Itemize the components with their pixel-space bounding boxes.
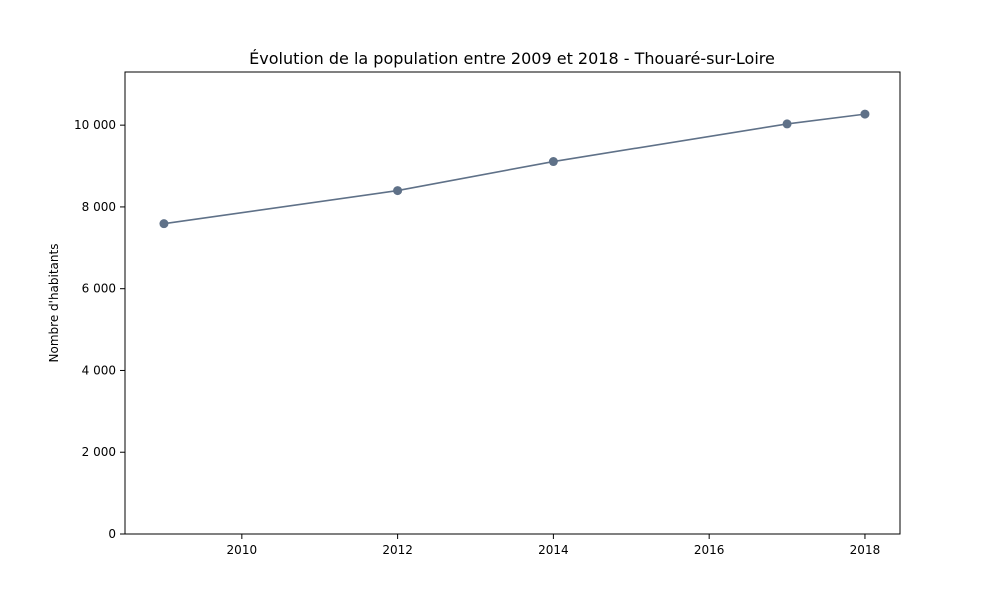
x-tick-label: 2016 [694,543,725,557]
data-point [782,119,792,129]
y-tick-label: 0 [108,527,116,541]
chart-title: Évolution de la population entre 2009 et… [249,49,775,68]
axis-ticks: 2010 2012 2014 2016 2018 0 2 000 4 000 6 000 8 00… [74,118,880,557]
x-tick-label: 2014 [538,543,569,557]
x-tick-label: 2012 [382,543,413,557]
x-tick-label: 2018 [850,543,881,557]
y-tick-label: 6 000 [82,282,116,296]
data-point [548,157,558,167]
data-point [393,186,403,196]
series-line [163,113,866,225]
y-tick-label: 2 000 [82,445,116,459]
plot-frame [124,71,901,535]
y-tick-label: 4 000 [82,363,116,377]
y-tick-label: 8 000 [82,200,116,214]
x-tick-label: 2010 [227,543,258,557]
series-layer [159,109,870,229]
y-tick-label: 10 000 [74,118,116,132]
data-point [159,219,169,229]
data-point [860,109,870,119]
y-axis-label: Nombre d'habitants [47,244,61,363]
